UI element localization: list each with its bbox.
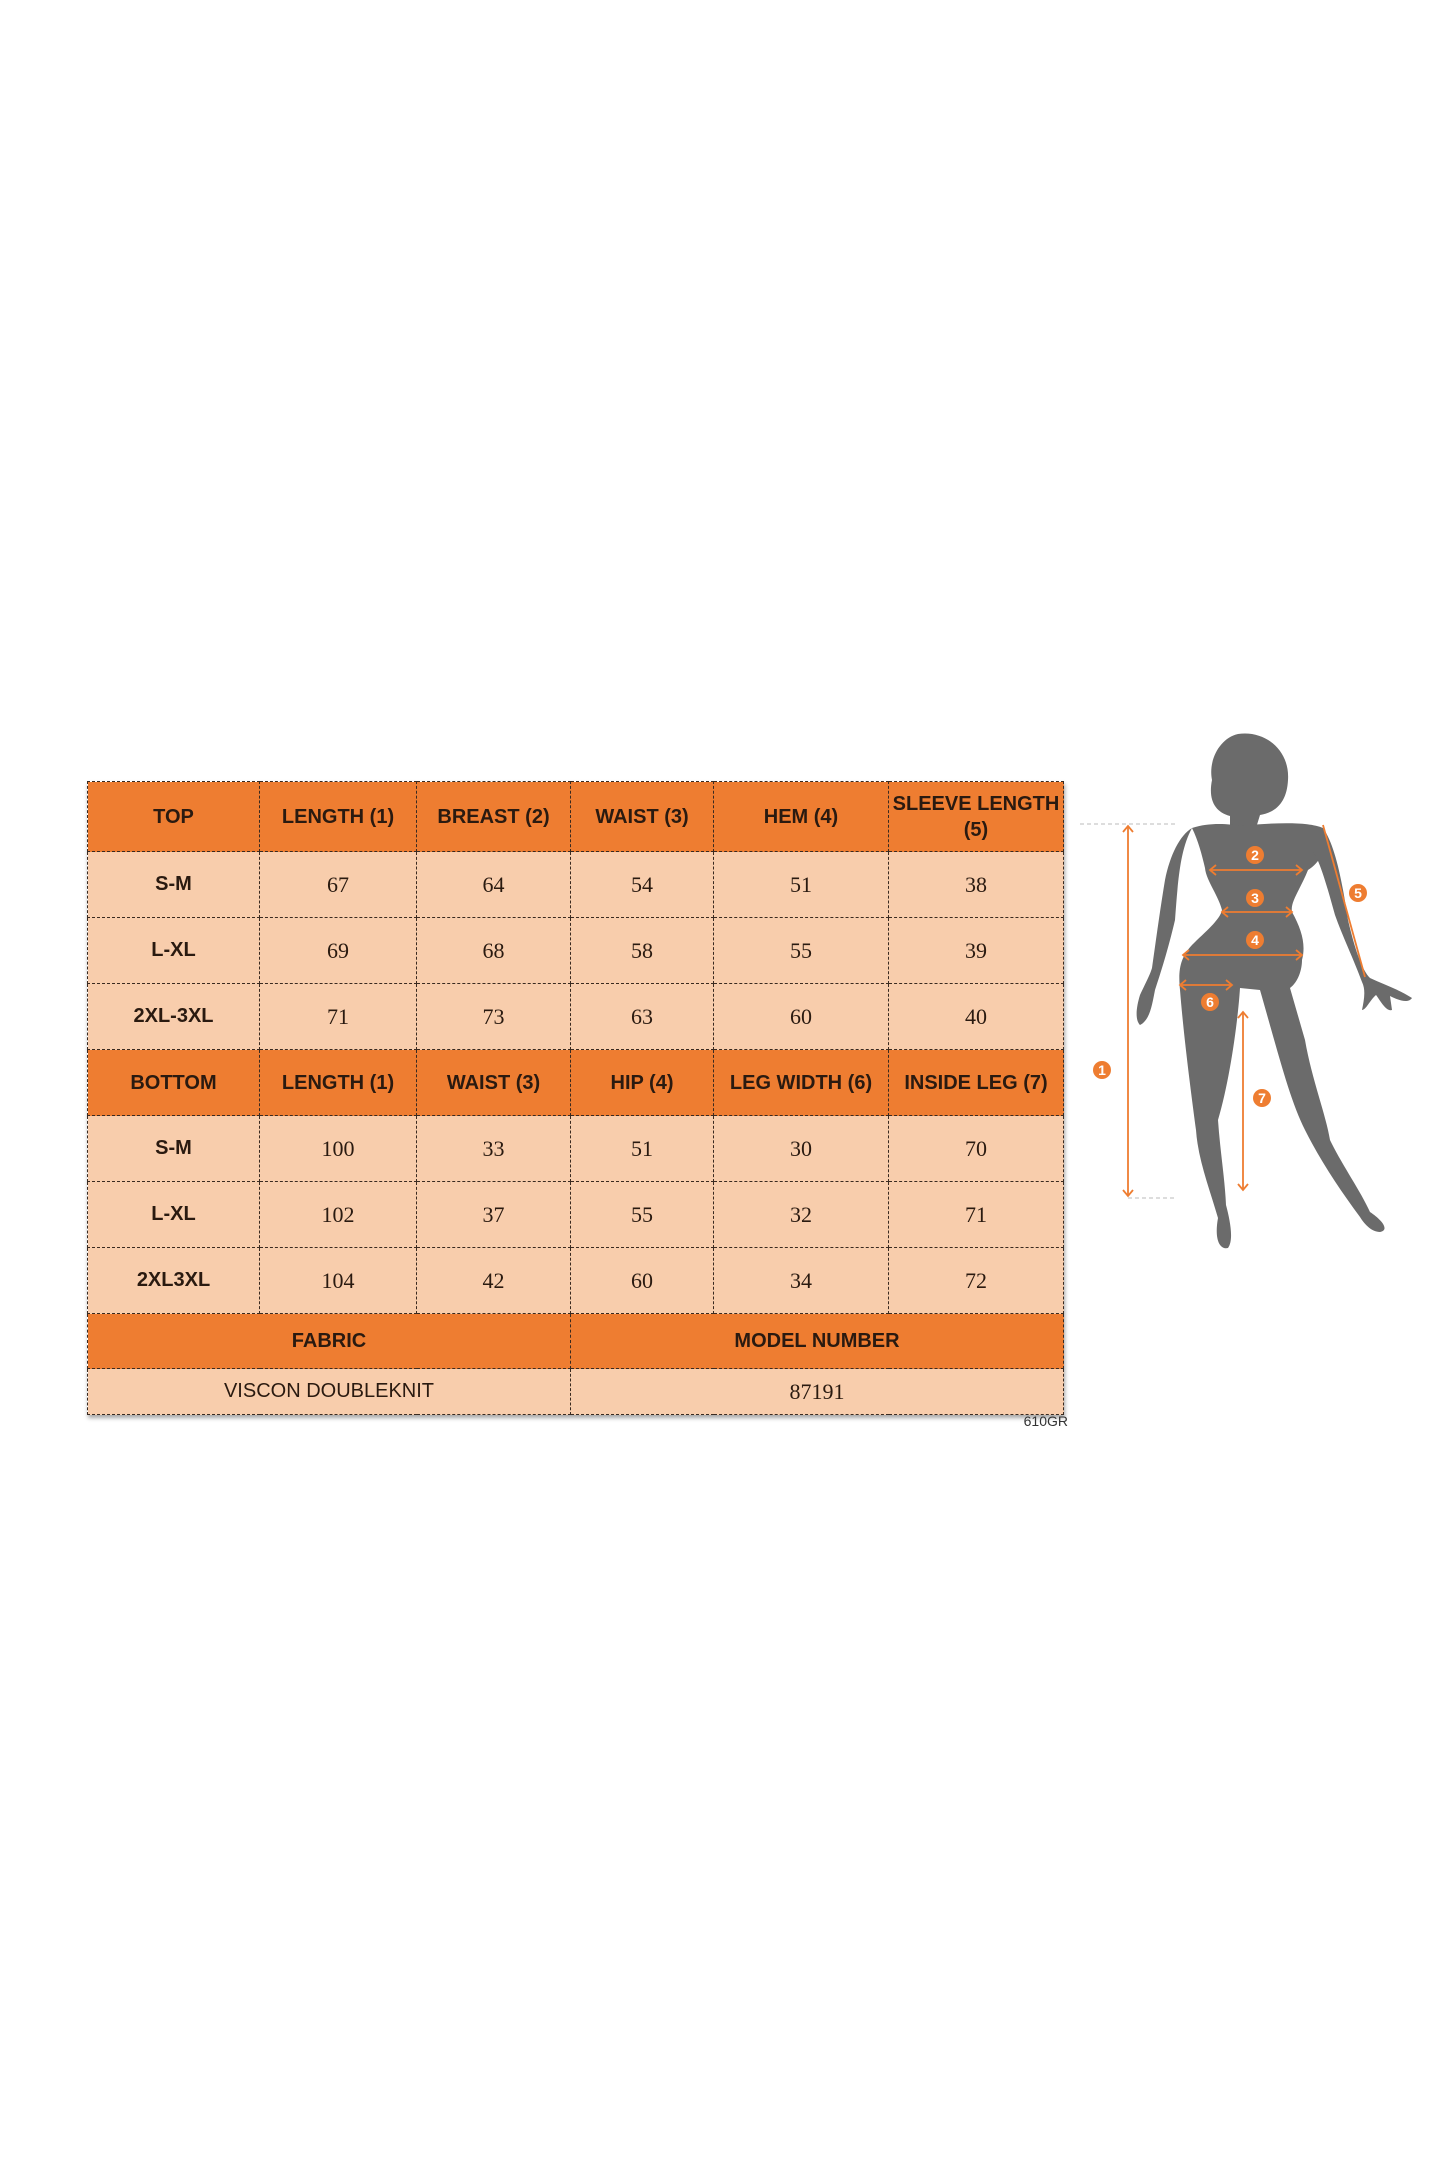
marker-label: 4 — [1251, 932, 1259, 948]
marker-3: 3 — [1246, 889, 1264, 907]
table-cell: 55 — [570, 1181, 714, 1248]
marker-circle — [1246, 846, 1264, 864]
table-cell: 51 — [713, 851, 889, 918]
header-row: BOTTOM LENGTH (1) WAIST (3) HIP (4) LEG WIDT… — [87, 1049, 1064, 1116]
table-cell: 72 — [888, 1247, 1064, 1314]
size-label: L-XL — [87, 917, 260, 984]
table-cell: 71 — [888, 1181, 1064, 1248]
marker-circle — [1201, 993, 1219, 1011]
table-row: L-XL 102 37 55 32 71 — [87, 1181, 1064, 1248]
table-cell: 64 — [416, 851, 571, 918]
size-label: S-M — [87, 851, 260, 918]
marker-5: 5 — [1349, 884, 1367, 902]
product-code: 610GR — [1023, 1413, 1068, 1429]
marker-label: 6 — [1206, 994, 1214, 1010]
size-label: S-M — [87, 1115, 260, 1182]
marker-2: 2 — [1246, 846, 1264, 864]
table-cell: 39 — [888, 917, 1064, 984]
table-cell: 37 — [416, 1181, 571, 1248]
column-header: BOTTOM — [87, 1049, 260, 1116]
table-cell: 40 — [888, 983, 1064, 1050]
marker-label: 2 — [1251, 847, 1259, 863]
table-cell: 54 — [570, 851, 714, 918]
column-header: HEM (4) — [713, 781, 889, 852]
info-value-row: VISCON DOUBLEKNIT 87191 — [87, 1368, 1064, 1415]
table-cell: 100 — [259, 1115, 417, 1182]
marker-label: 7 — [1258, 1090, 1266, 1106]
column-header: HIP (4) — [570, 1049, 714, 1116]
right-arm — [1312, 828, 1412, 1011]
marker-label: 3 — [1251, 890, 1259, 906]
table-cell: 55 — [713, 917, 889, 984]
model-number-value: 87191 — [570, 1368, 1064, 1415]
table-cell: 38 — [888, 851, 1064, 918]
table-cell: 102 — [259, 1181, 417, 1248]
table-cell: 42 — [416, 1247, 571, 1314]
marker-1: 1 — [1093, 1061, 1111, 1079]
fabric-label: FABRIC — [87, 1313, 571, 1369]
table-cell: 34 — [713, 1247, 889, 1314]
silhouette — [1136, 733, 1412, 1249]
column-header: LENGTH (1) — [259, 1049, 417, 1116]
measurement-markers: 1 2 3 4 5 6 7 — [1093, 846, 1367, 1107]
table-cell: 69 — [259, 917, 417, 984]
fabric-value: VISCON DOUBLEKNIT — [87, 1368, 571, 1415]
column-header: TOP — [87, 781, 260, 852]
arrow-sleeve — [1322, 824, 1366, 978]
table-row: L-XL 69 68 58 55 39 — [87, 917, 1064, 984]
table-cell: 51 — [570, 1115, 714, 1182]
table-cell: 30 — [713, 1115, 889, 1182]
table-cell: 68 — [416, 917, 571, 984]
table-row: S-M 67 64 54 51 38 — [87, 851, 1064, 918]
marker-circle — [1246, 931, 1264, 949]
table-cell: 73 — [416, 983, 571, 1050]
marker-circle — [1253, 1089, 1271, 1107]
column-header: WAIST (3) — [570, 781, 714, 852]
info-header-row: FABRIC MODEL NUMBER — [87, 1313, 1064, 1369]
table-cell: 71 — [259, 983, 417, 1050]
marker-label: 1 — [1098, 1062, 1106, 1078]
table-row: 2XL-3XL 71 73 63 60 40 — [87, 983, 1064, 1050]
marker-4: 4 — [1246, 931, 1264, 949]
hair-head — [1210, 733, 1289, 828]
size-label: 2XL-3XL — [87, 983, 260, 1050]
table-cell: 32 — [713, 1181, 889, 1248]
size-label: 2XL3XL — [87, 1247, 260, 1314]
table-row: 2XL3XL 104 42 60 34 72 — [87, 1247, 1064, 1314]
size-label: L-XL — [87, 1181, 260, 1248]
table-cell: 58 — [570, 917, 714, 984]
marker-label: 5 — [1354, 885, 1362, 901]
size-chart-table: TOP LENGTH (1) BREAST (2) WAIST (3) HEM (4) S… — [87, 781, 1064, 1415]
left-arm — [1136, 828, 1192, 1025]
body-measurement-figure: 1 2 3 4 5 6 7 — [1080, 733, 1412, 1249]
marker-circle — [1349, 884, 1367, 902]
table-cell: 63 — [570, 983, 714, 1050]
measurement-lines — [1080, 823, 1366, 1199]
table-cell: 60 — [713, 983, 889, 1050]
header-row: TOP LENGTH (1) BREAST (2) WAIST (3) HEM (4) S… — [87, 781, 1064, 852]
table-cell: 33 — [416, 1115, 571, 1182]
marker-7: 7 — [1253, 1089, 1271, 1107]
marker-6: 6 — [1201, 993, 1219, 1011]
column-header: BREAST (2) — [416, 781, 571, 852]
model-number-label: MODEL NUMBER — [570, 1313, 1064, 1369]
torso — [1179, 823, 1385, 1249]
table-cell: 67 — [259, 851, 417, 918]
column-header: LEG WIDTH (6) — [713, 1049, 889, 1116]
marker-circle — [1093, 1061, 1111, 1079]
column-header: LENGTH (1) — [259, 781, 417, 852]
column-header: WAIST (3) — [416, 1049, 571, 1116]
table-cell: 60 — [570, 1247, 714, 1314]
column-header: INSIDE LEG (7) — [888, 1049, 1064, 1116]
marker-circle — [1246, 889, 1264, 907]
column-header: SLEEVE LENGTH (5) — [888, 781, 1064, 852]
table-row: S-M 100 33 51 30 70 — [87, 1115, 1064, 1182]
table-cell: 70 — [888, 1115, 1064, 1182]
table-cell: 104 — [259, 1247, 417, 1314]
